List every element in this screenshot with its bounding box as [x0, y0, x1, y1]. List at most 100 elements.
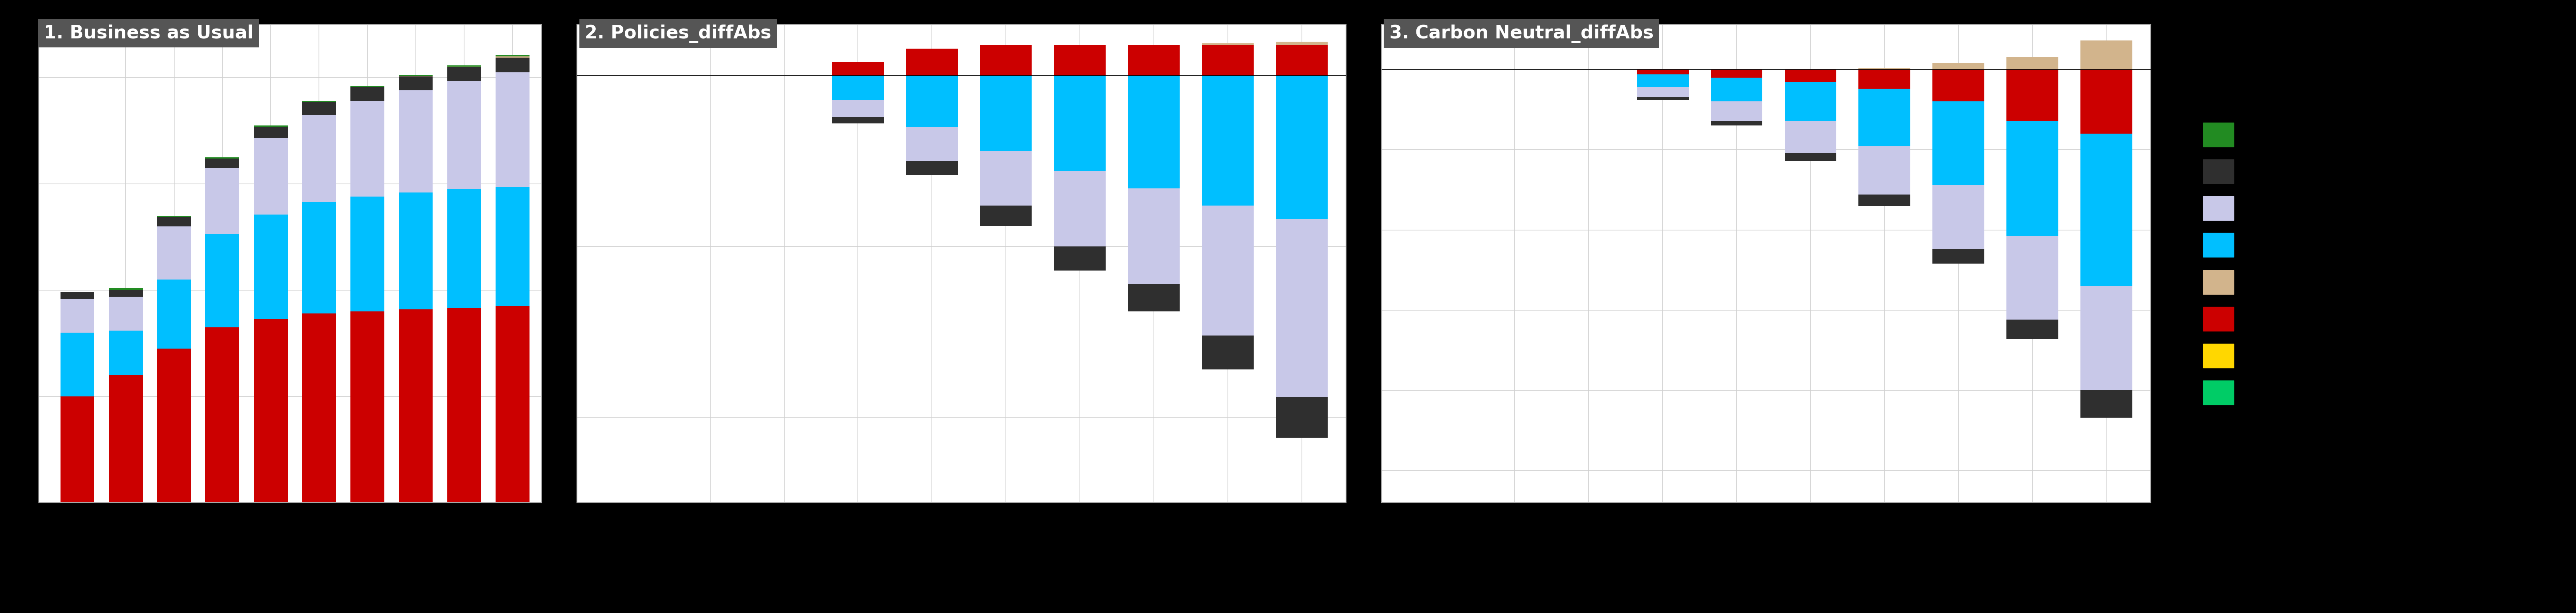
Bar [350, 101, 384, 197]
Bar [1054, 246, 1105, 270]
Bar [1636, 69, 1687, 74]
Bar [907, 127, 958, 161]
Bar [907, 76, 958, 127]
Bar [206, 158, 240, 168]
Bar [495, 56, 531, 58]
Bar [1710, 69, 1762, 77]
Bar [59, 333, 95, 397]
Bar [157, 349, 191, 503]
Bar [1785, 153, 1837, 161]
Bar [1275, 45, 1327, 76]
Bar [1203, 44, 1255, 45]
Bar [1710, 102, 1762, 121]
Bar [448, 189, 482, 308]
Bar [399, 90, 433, 192]
Bar [2081, 69, 2133, 134]
Bar [495, 58, 531, 72]
Bar [206, 168, 240, 234]
Bar [2007, 56, 2058, 69]
Bar [59, 292, 95, 299]
Bar [2007, 121, 2058, 237]
Bar [1275, 219, 1327, 397]
Bar [1932, 63, 1984, 69]
Bar [157, 216, 191, 217]
Bar [255, 126, 289, 138]
Bar [1203, 335, 1255, 370]
Bar [108, 330, 142, 375]
Bar [1785, 69, 1837, 82]
Legend: biomass, coal, electricity, gas, hydrogen, refined liquids, solar, traditional b: biomass, coal, electricity, gas, hydroge… [2195, 114, 2419, 413]
Bar [1054, 45, 1105, 76]
Bar [1860, 68, 1911, 69]
Bar [979, 45, 1033, 76]
Bar [1054, 172, 1105, 246]
Bar [1932, 185, 1984, 249]
Bar [1636, 87, 1687, 97]
Bar [448, 67, 482, 81]
Bar [301, 202, 335, 313]
Bar [1860, 194, 1911, 206]
Text: 3. Carbon Neutral_diffAbs: 3. Carbon Neutral_diffAbs [1388, 25, 1654, 43]
Bar [206, 234, 240, 327]
Bar [1275, 397, 1327, 438]
Bar [301, 102, 335, 115]
Bar [1932, 102, 1984, 185]
Bar [108, 290, 142, 297]
Bar [2081, 286, 2133, 390]
Bar [832, 62, 884, 76]
Bar [399, 75, 433, 76]
Bar [1710, 121, 1762, 126]
Bar [2007, 237, 2058, 320]
Bar [448, 81, 482, 189]
Bar [1275, 42, 1327, 45]
Bar [350, 86, 384, 87]
Bar [2007, 69, 2058, 121]
Bar [1203, 45, 1255, 76]
Bar [2081, 134, 2133, 286]
Bar [157, 280, 191, 349]
Bar [399, 77, 433, 90]
Bar [59, 299, 95, 333]
Text: 1. Business as Usual: 1. Business as Usual [44, 25, 252, 42]
Bar [1128, 45, 1180, 76]
Bar [108, 375, 142, 503]
Bar [495, 55, 531, 56]
Bar [2081, 40, 2133, 69]
Bar [1636, 74, 1687, 87]
Bar [1785, 121, 1837, 153]
Bar [157, 226, 191, 280]
Bar [448, 308, 482, 503]
Bar [350, 87, 384, 101]
Bar [350, 197, 384, 311]
Bar [399, 310, 433, 503]
Bar [1860, 89, 1911, 147]
Bar [1932, 249, 1984, 264]
Bar [495, 72, 531, 187]
Bar [1203, 76, 1255, 205]
Bar [979, 151, 1033, 205]
Text: 2. Policies_diffAbs: 2. Policies_diffAbs [585, 25, 770, 43]
Bar [206, 327, 240, 503]
Bar [2081, 390, 2133, 417]
Bar [979, 205, 1033, 226]
Bar [255, 319, 289, 503]
Bar [301, 115, 335, 202]
Bar [907, 161, 958, 175]
Bar [2007, 320, 2058, 339]
Bar [1203, 205, 1255, 335]
Bar [59, 397, 95, 503]
Bar [108, 297, 142, 330]
Bar [832, 116, 884, 124]
Bar [1275, 76, 1327, 219]
Bar [979, 76, 1033, 151]
Y-axis label: nal Energy by Fuel (: nal Energy by Fuel ( [5, 185, 23, 343]
Bar [301, 101, 335, 102]
Bar [907, 48, 958, 76]
Bar [1785, 82, 1837, 121]
Bar [1128, 188, 1180, 284]
Bar [399, 192, 433, 310]
Bar [1636, 97, 1687, 100]
Bar [255, 138, 289, 215]
Bar [301, 313, 335, 503]
Bar [1054, 76, 1105, 172]
